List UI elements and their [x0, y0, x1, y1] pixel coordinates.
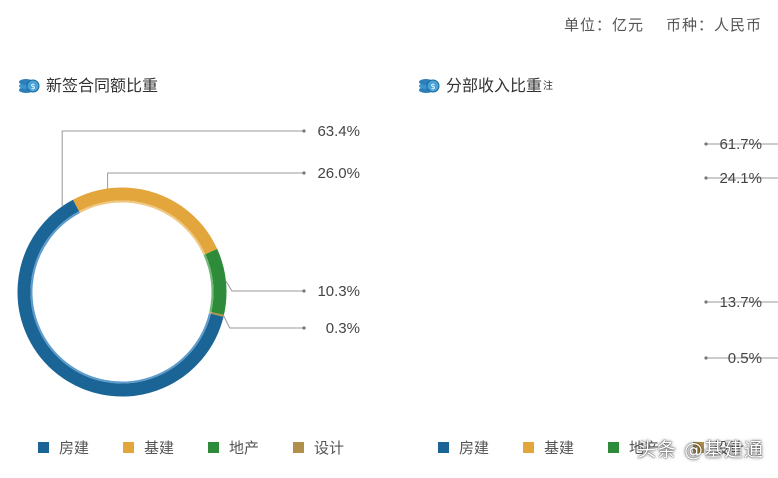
title-note: 注 — [543, 80, 554, 92]
legend: 房建 基建 地产 设计 — [438, 437, 778, 458]
legend-item: 基建 — [123, 437, 174, 458]
coins-icon: $ — [19, 79, 40, 93]
unit-label: 单位：亿元 币种：人民币 — [564, 14, 762, 35]
legend-swatch — [523, 442, 535, 453]
watermark: 头条 @基建通 — [636, 439, 764, 461]
leader-dot — [704, 356, 708, 360]
coins-icon: $ — [419, 79, 440, 93]
chart-title-text: 新签合同额比重 — [46, 76, 159, 95]
leader-line — [706, 177, 778, 179]
donut-slice-arc — [205, 248, 227, 315]
legend-item: 地产 — [608, 437, 659, 458]
currency-text: 币种：人民币 — [665, 16, 762, 34]
chart-title-text: 分部收入比重 — [446, 76, 543, 95]
data-label: 63.4% — [317, 123, 360, 140]
donut-slice — [17, 199, 224, 397]
leader-line — [107, 172, 304, 189]
legend-item: 基建 — [523, 437, 574, 458]
chart-title: $ 分部收入比重注 — [418, 72, 553, 96]
legend-label: 地产 — [229, 439, 260, 457]
data-label: 26.0% — [317, 165, 360, 182]
chart-title: $ 新签合同额比重 — [18, 72, 158, 96]
legend-label: 房建 — [59, 439, 90, 457]
legend-label: 地产 — [629, 439, 660, 457]
legend-item: 地产 — [208, 437, 259, 458]
legend-label: 房建 — [459, 439, 490, 457]
leader-line — [61, 130, 304, 207]
donut-slice-inner — [30, 211, 211, 384]
data-label: 24.1% — [719, 170, 762, 187]
legend-item: 房建 — [438, 437, 489, 458]
legend-swatch — [608, 442, 620, 453]
legend-swatch — [123, 442, 135, 453]
leader-dot — [704, 176, 708, 180]
donut-slice-arc — [17, 199, 224, 397]
leader-dot — [704, 142, 708, 146]
unit-text: 单位：亿元 — [563, 16, 644, 34]
donut-slice-inner — [79, 200, 206, 256]
legend-label: 基建 — [144, 439, 175, 457]
legend-swatch — [693, 442, 705, 453]
data-label: 0.5% — [728, 350, 762, 367]
donut-slice-inner — [203, 254, 214, 313]
legend-swatch — [38, 442, 49, 453]
leader-dot — [302, 289, 306, 293]
leader-dot — [704, 300, 708, 304]
donut-chart: 63.4% 26.0% 10.3% 0.3% — [17, 123, 360, 397]
svg-text:$: $ — [30, 82, 35, 91]
svg-text:$: $ — [430, 82, 435, 91]
donut-slice — [72, 187, 218, 256]
legend-swatch — [438, 442, 449, 453]
legend-item: 设计 — [293, 437, 344, 458]
donut-slice — [208, 311, 224, 317]
revenue-share-panel: $ 分部收入比重注 61.7% 24.1% 13.7% 0.5% 房建 基建 地产 设… — [400, 0, 778, 478]
donut-slice — [203, 248, 227, 315]
contract-share-panel: $ 新签合同额比重 63.4% 26.0% 10.3% 0.3% 房建 基建 地产 设… — [17, 72, 378, 458]
leader-line — [706, 143, 778, 145]
legend-swatch — [293, 442, 305, 453]
legend: 房建 基建 地产 设计 — [38, 437, 378, 458]
donut-chart: 61.7% 24.1% 13.7% 0.5% — [704, 136, 778, 367]
leader-line — [223, 315, 304, 329]
legend-item: 设计 — [693, 437, 744, 458]
leader-dot — [302, 326, 306, 330]
data-label: 13.7% — [719, 294, 762, 311]
donut-slice-arc — [72, 187, 218, 255]
data-label: 10.3% — [317, 283, 360, 300]
leader-dot — [302, 129, 306, 133]
leader-line — [225, 281, 304, 292]
legend-swatch — [208, 442, 220, 453]
data-label: 61.7% — [719, 136, 762, 153]
legend-label: 基建 — [544, 439, 575, 457]
data-label: 0.3% — [326, 320, 360, 337]
leader-dot — [302, 171, 306, 175]
legend-label: 设计 — [714, 439, 745, 457]
legend-item: 房建 — [38, 437, 89, 458]
legend-label: 设计 — [314, 439, 345, 457]
